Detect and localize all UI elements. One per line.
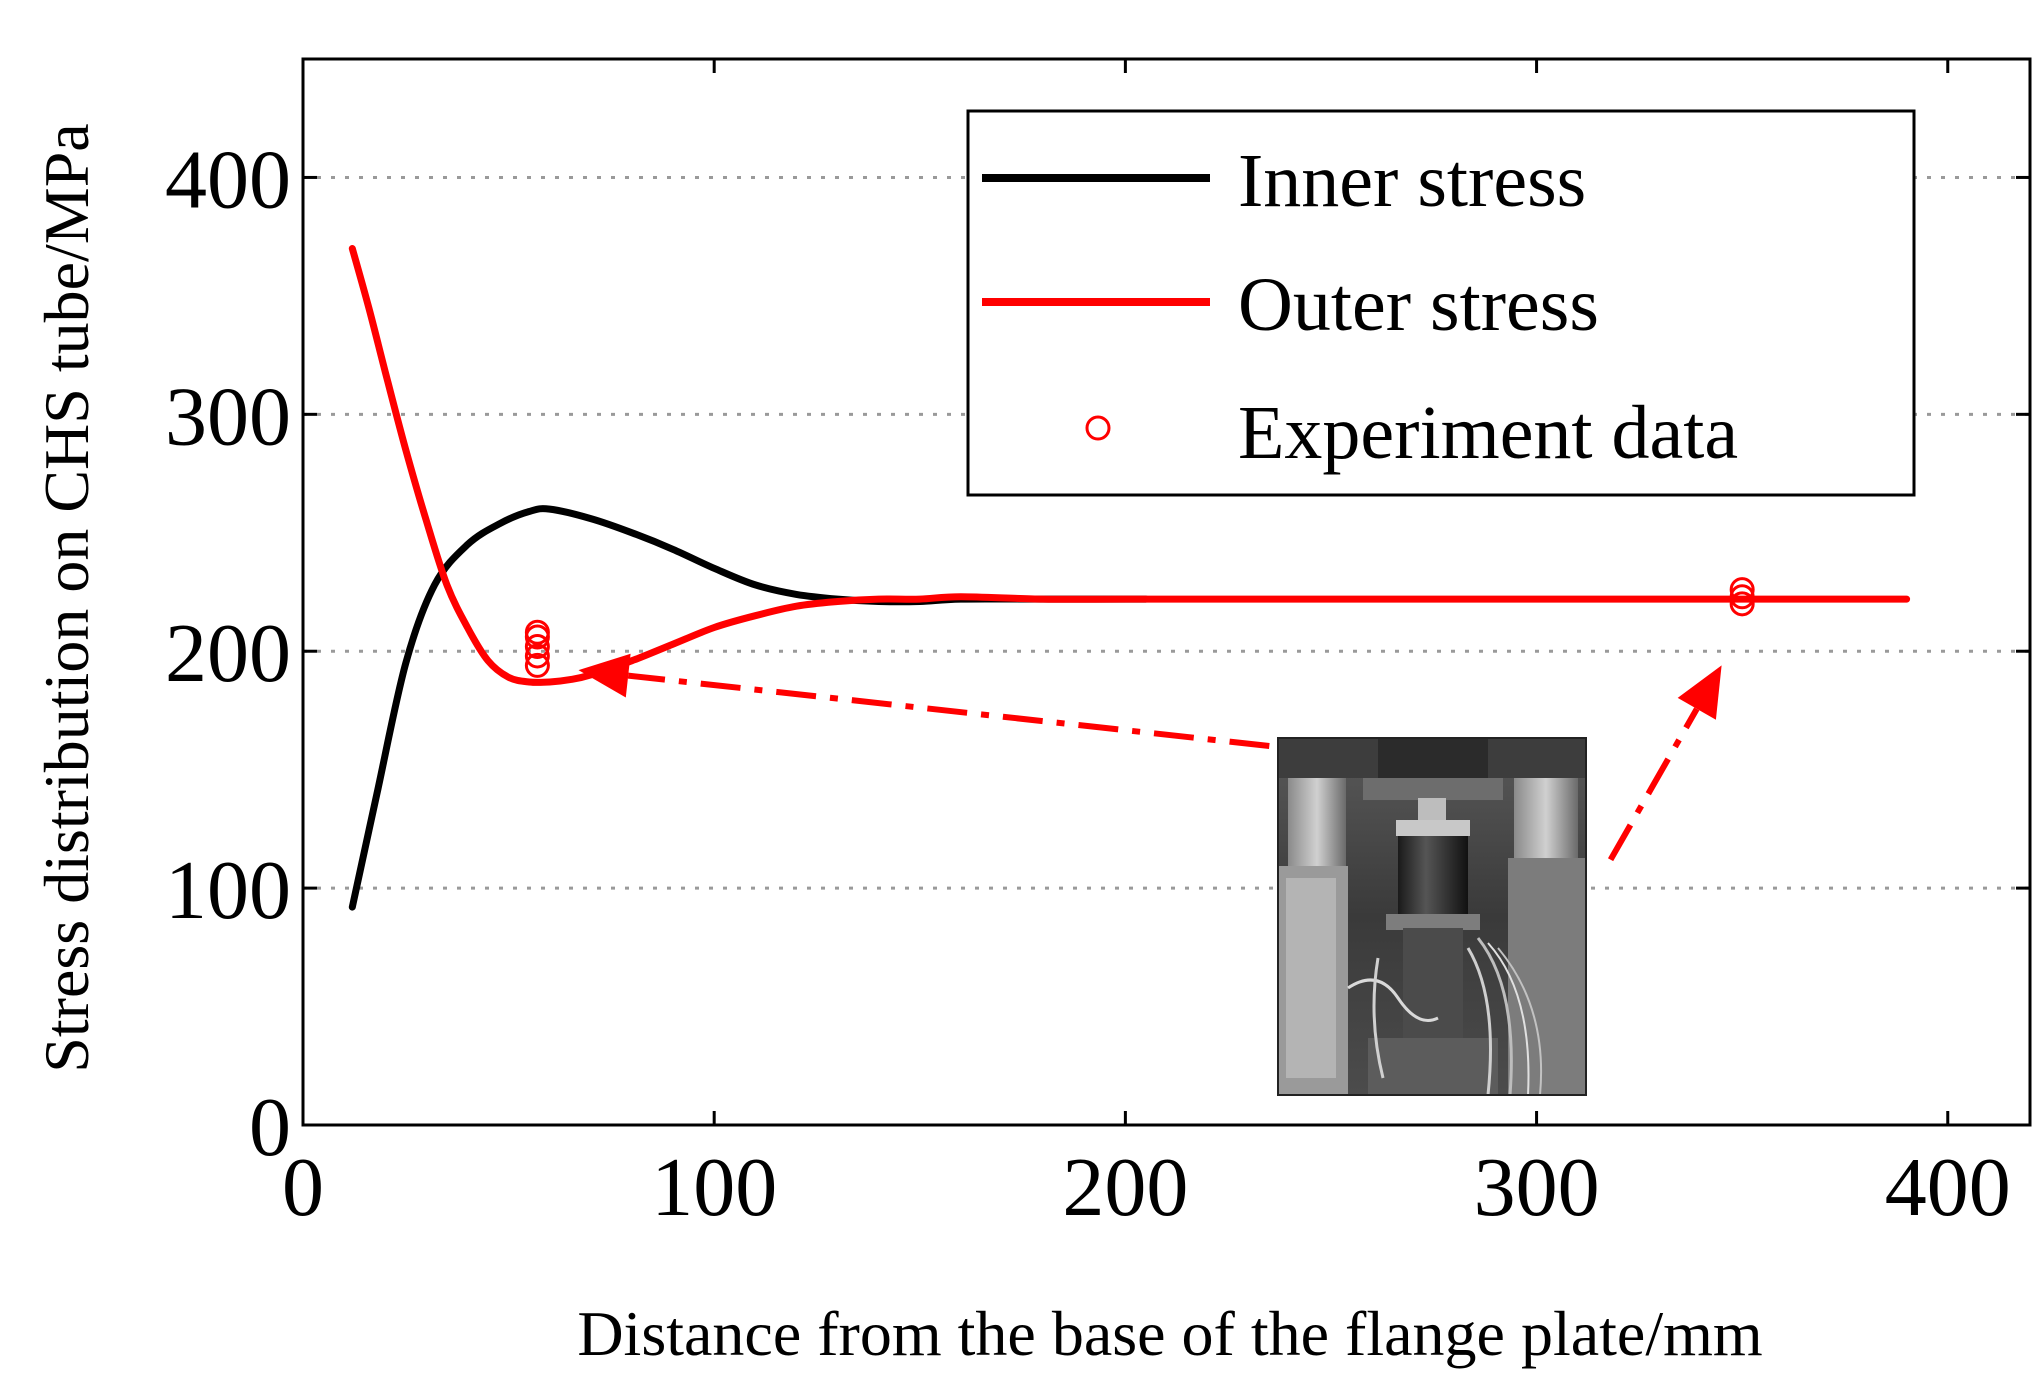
x-tick-label-200: 200 (1062, 1141, 1188, 1234)
y-tick-label-0: 0 (249, 1081, 291, 1174)
data-point-experiment-data-7 (1729, 577, 1755, 603)
y-tick-label-100: 100 (165, 844, 291, 937)
data-point-experiment-data-4 (524, 619, 550, 645)
series-line-inner-stress (348, 505, 1150, 911)
x-axis-title: Distance from the base of the flange pla… (577, 1298, 1762, 1369)
x-tick-label-400: 400 (1885, 1141, 2011, 1234)
legend-label-outer-stress: Outer stress (1238, 263, 1599, 347)
x-tick-label-300: 300 (1474, 1141, 1600, 1234)
experiment-markers (524, 577, 1755, 678)
y-tick-label-400: 400 (165, 133, 291, 226)
y-tick-label-200: 200 (165, 607, 291, 700)
data-point-experiment-data-2 (524, 633, 550, 659)
data-point-experiment-data-0 (524, 652, 550, 678)
annotation-arrows (578, 653, 1722, 862)
arrow-head-0 (578, 653, 631, 698)
x-tick-label-0: 0 (282, 1141, 324, 1234)
arrow-head-1 (1677, 665, 1722, 720)
y-tick-label-300: 300 (165, 370, 291, 463)
series-layer (348, 245, 1911, 911)
arrow-shaft-1 (1607, 707, 1700, 862)
series-line-outer-stress (348, 245, 1911, 686)
legend-label-inner-stress: Inner stress (1238, 139, 1586, 223)
legend-swatch-experiment-data (1085, 415, 1111, 441)
arrow-shaft-0 (627, 672, 1270, 749)
data-point-experiment-data-5 (1729, 591, 1755, 617)
plot-frame (301, 57, 2032, 1127)
test-setup-photo (1277, 737, 1587, 1096)
x-tick-label-100: 100 (651, 1141, 777, 1234)
axis-ticks: 0 100 200 300 400 0 100 200 300 400 (165, 59, 2030, 1234)
legend: Inner stress Outer stress Experiment dat… (966, 109, 1916, 497)
y-axis-title: Stress distribution on CHS tube/MPa (31, 123, 102, 1072)
data-point-experiment-data-1 (524, 643, 550, 669)
data-point-experiment-data-6 (1729, 584, 1755, 610)
legend-label-experiment-data: Experiment data (1238, 391, 1738, 475)
